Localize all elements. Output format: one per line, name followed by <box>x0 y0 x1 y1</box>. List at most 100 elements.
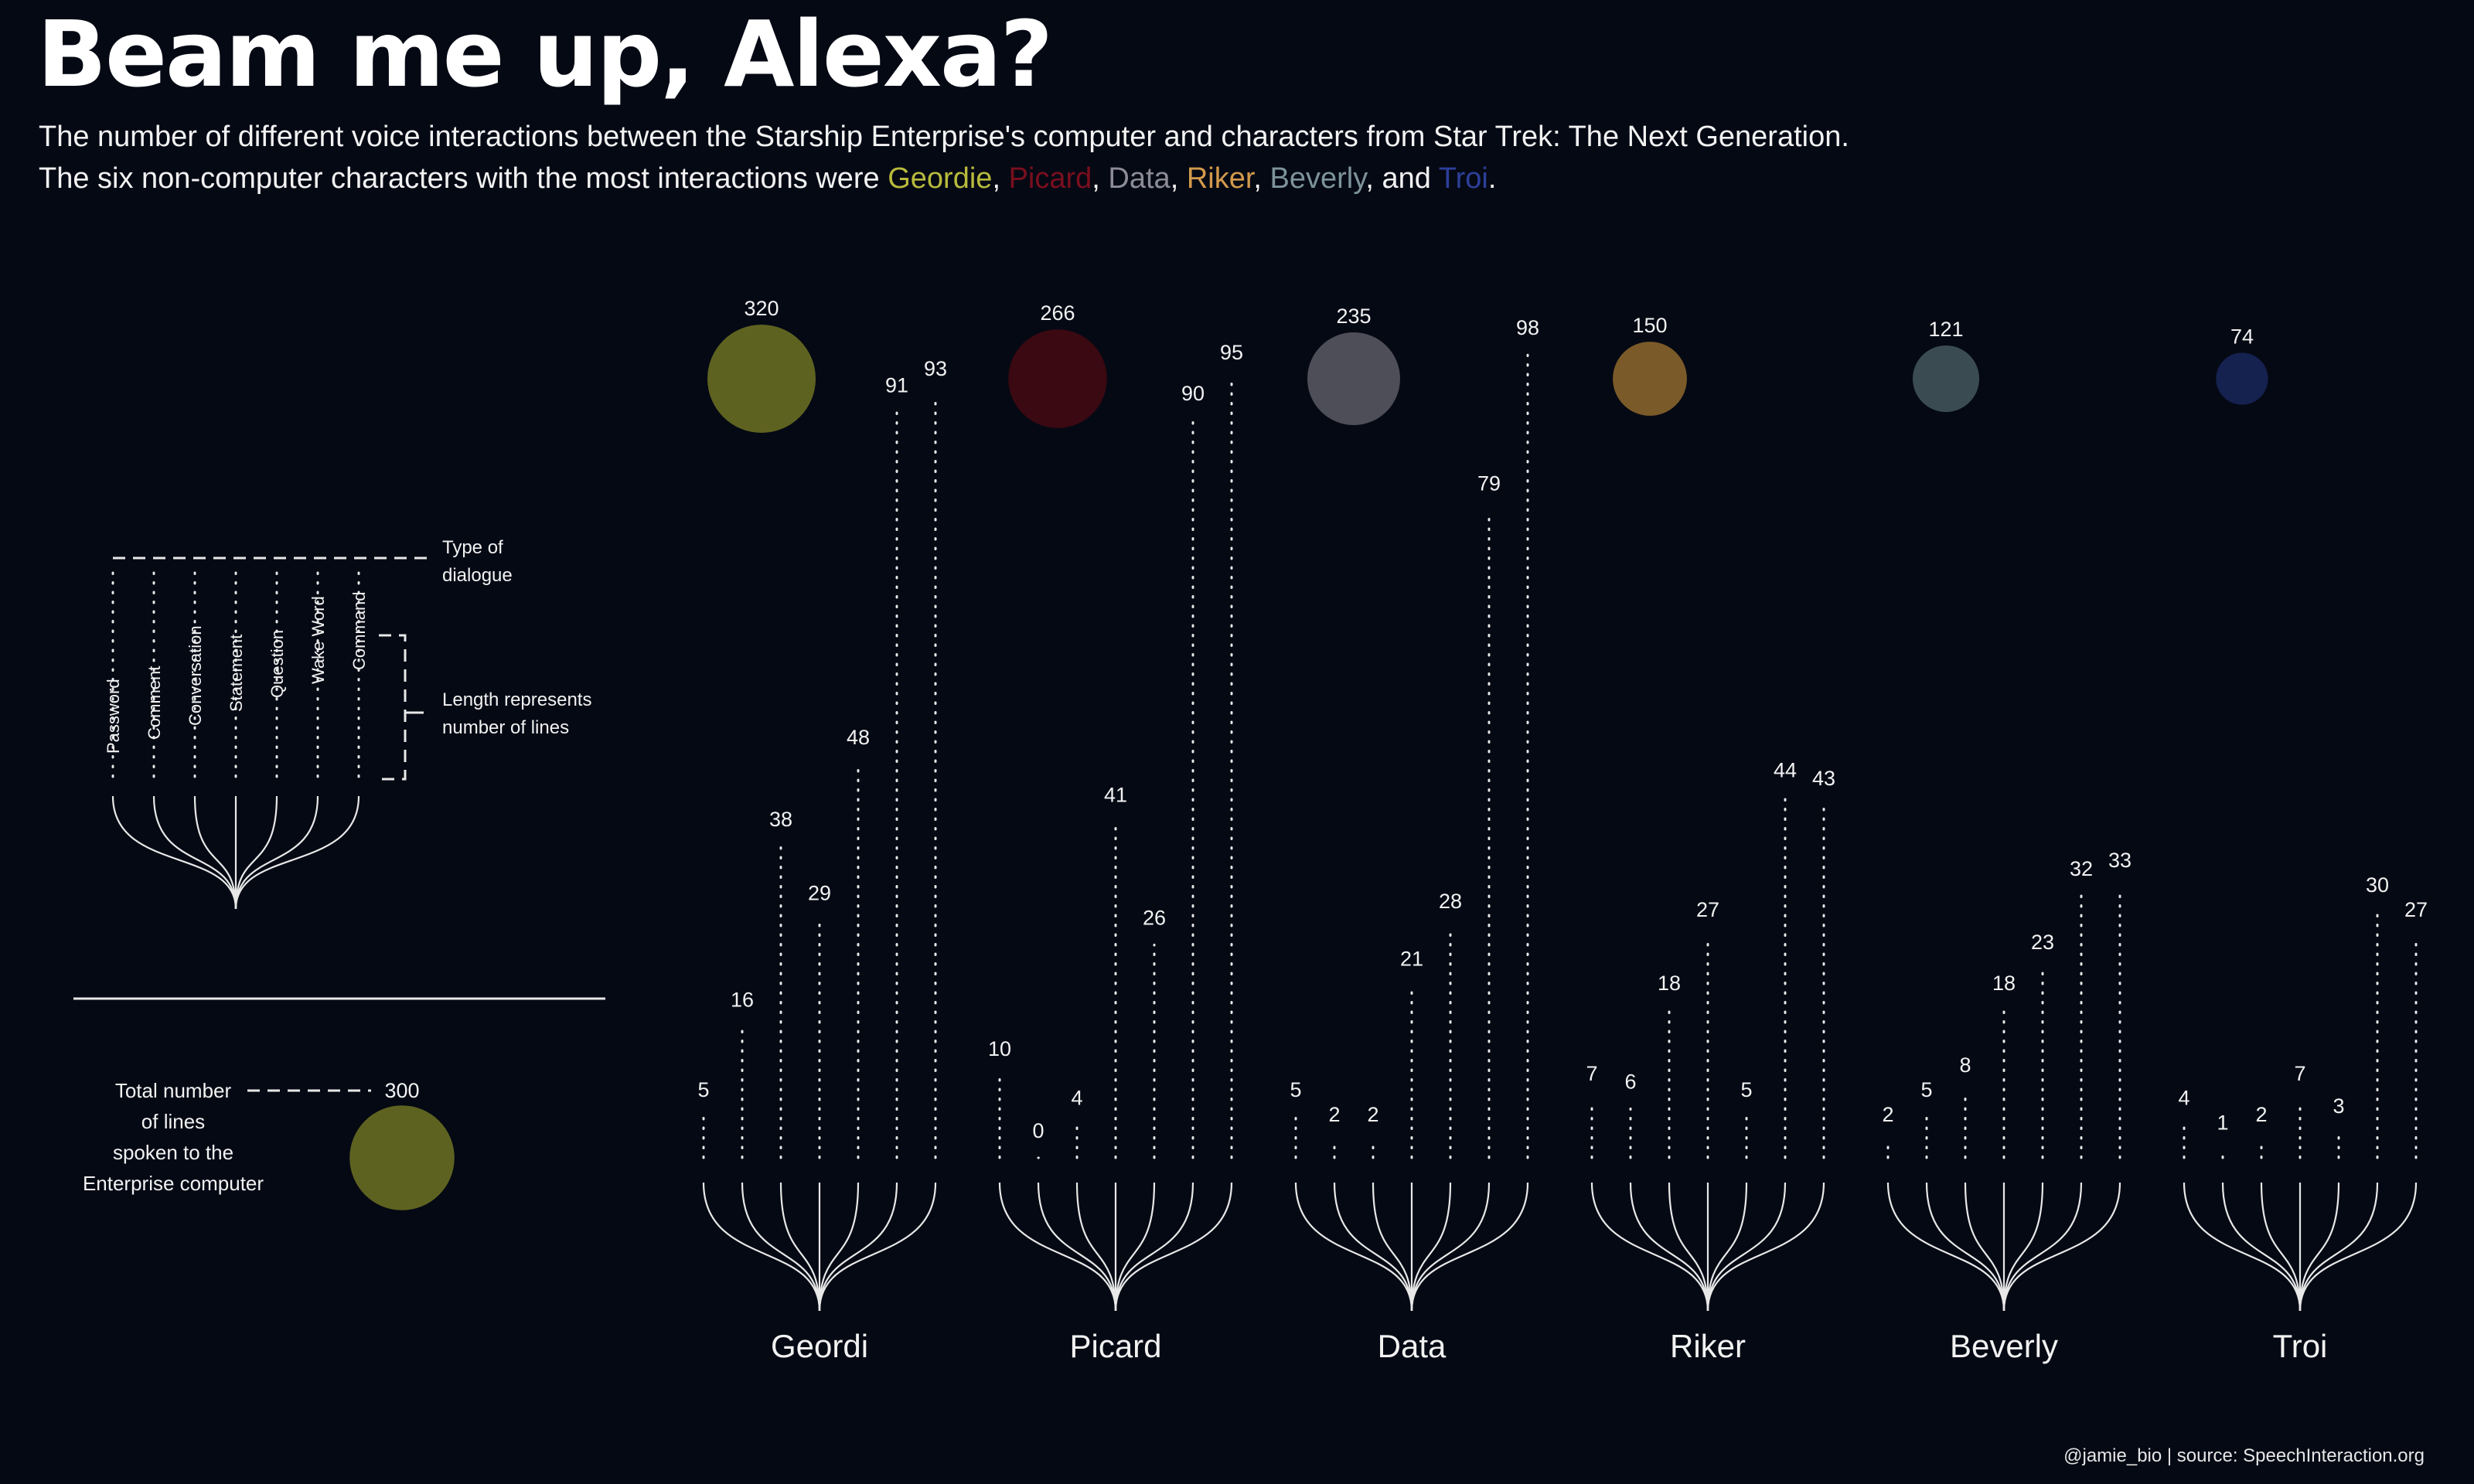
legend-type-name: Command <box>349 592 369 670</box>
subtitle-separator: , <box>1170 162 1187 195</box>
fan-curve-0 <box>702 1182 821 1312</box>
dialogue-value-label: 6 <box>1624 1070 1636 1093</box>
total-lines-bubble <box>1613 342 1687 416</box>
dialogue-value-label: 26 <box>1143 906 1166 929</box>
total-lines-bubble <box>1307 332 1400 425</box>
dialogue-value-label: 38 <box>769 808 792 831</box>
legend-fan-curve <box>234 795 360 910</box>
dialogue-value-label: 7 <box>2294 1062 2305 1085</box>
dialogue-value-label: 27 <box>2404 898 2428 921</box>
subtitle: The number of different voice interactio… <box>39 116 1849 199</box>
dialogue-value-label: 95 <box>1220 341 1243 364</box>
fan-curve-5 <box>2002 1182 2083 1312</box>
legend-fan-curve <box>234 795 278 910</box>
dialogue-value-label: 10 <box>988 1037 1011 1060</box>
subtitle-end: . <box>1487 162 1497 195</box>
legend-type-label: Type of <box>442 537 503 558</box>
fan-curve-4 <box>2299 1182 2340 1312</box>
dialogue-value-label: 5 <box>697 1078 709 1101</box>
total-lines-label: 266 <box>1040 301 1075 325</box>
total-lines-bubble <box>1912 345 1980 413</box>
legend-fan-curve <box>111 795 237 910</box>
dialogue-value-label: 2 <box>1882 1103 1893 1126</box>
legend-type-name: Question <box>268 630 287 698</box>
fan-curve-2 <box>1075 1182 1117 1312</box>
dialogue-value-label: 4 <box>1071 1087 1082 1110</box>
character-group-picard: 266 10 0 4 41 26 90 95 Picard <box>988 301 1243 1364</box>
dialogue-value-label: 3 <box>2333 1094 2344 1118</box>
fan-curve-4 <box>1114 1182 1156 1312</box>
legend-type-name: Wake Word <box>308 596 328 684</box>
fan-curve-1 <box>2221 1182 2302 1312</box>
subtitle-character-names: Geordie, Picard, Data, Riker, Beverly, a… <box>888 162 1488 195</box>
legend-type-name: Comment <box>145 666 164 740</box>
dialogue-value-label: 90 <box>1181 382 1205 405</box>
fan-curve-0 <box>2183 1182 2302 1312</box>
fan-curve-0 <box>998 1182 1117 1312</box>
fan-curve-6 <box>818 1182 937 1312</box>
dialogue-value-label: 30 <box>2366 873 2389 897</box>
subtitle-name-troi: Troi <box>1438 162 1488 195</box>
dialogue-value-label: 33 <box>2108 849 2132 872</box>
fan-curve-2 <box>1668 1182 1709 1312</box>
fan-curve-1 <box>1629 1182 1709 1312</box>
legend-type-name: Conversation <box>186 625 205 726</box>
dialogue-value-label: 48 <box>847 726 870 749</box>
total-lines-label: 150 <box>1632 314 1667 337</box>
dialogue-value-label: 44 <box>1774 759 1797 782</box>
total-lines-label: 320 <box>744 297 779 320</box>
dialogue-value-label: 28 <box>1439 890 1462 913</box>
fan-curve-1 <box>1333 1182 1413 1312</box>
fan-curve-1 <box>1925 1182 2005 1312</box>
page-title: Beam me up, Alexa? <box>37 1 1053 107</box>
fan-curve-5 <box>1706 1182 1787 1312</box>
fan-curve-2 <box>1372 1182 1413 1312</box>
dialogue-value-label: 2 <box>1367 1103 1378 1126</box>
dialogue-value-label: 29 <box>808 882 831 905</box>
dialogue-value-label: 16 <box>731 988 754 1011</box>
fan-curve-5 <box>818 1182 898 1312</box>
character-group-beverly: 121 2 5 8 18 23 32 33 Beverly <box>1882 318 2132 1364</box>
dialogue-value-label: 18 <box>1992 972 2016 995</box>
dialogue-value-label: 27 <box>1696 898 1719 921</box>
subtitle-name-data: Data <box>1108 162 1171 195</box>
chart-legend: Type of dialogue Password Comment Conversati… <box>73 537 605 1210</box>
dialogue-value-label: 5 <box>1740 1078 1752 1101</box>
dialogue-value-label: 7 <box>1586 1062 1597 1085</box>
character-name-label: Geordi <box>771 1328 868 1364</box>
legend-fan-curve <box>152 795 237 910</box>
fan-curve-6 <box>2002 1182 2121 1312</box>
dialogue-value-label: 41 <box>1104 783 1127 806</box>
dialogue-value-label: 1 <box>2217 1111 2228 1134</box>
fan-curve-0 <box>1886 1182 2005 1312</box>
fan-curve-0 <box>1294 1182 1413 1312</box>
subtitle-name-beverly: Beverly <box>1269 162 1366 195</box>
legend-total-label: of lines <box>141 1110 205 1133</box>
dialogue-value-label: 32 <box>2070 857 2093 880</box>
legend-fan-curve <box>193 795 237 910</box>
subtitle-line-2: The six non-computer characters with the… <box>39 158 1849 199</box>
fan-curve-4 <box>2002 1182 2044 1312</box>
total-lines-label: 121 <box>1928 318 1963 341</box>
subtitle-line-1: The number of different voice interactio… <box>39 121 1849 153</box>
legend-fan-curve <box>234 795 319 910</box>
dialogue-value-label: 21 <box>1400 947 1423 970</box>
fan-curve-4 <box>1410 1182 1452 1312</box>
fan-curve-1 <box>1037 1182 1117 1312</box>
dialogue-value-label: 18 <box>1658 972 1681 995</box>
fan-curve-5 <box>1114 1182 1194 1312</box>
subtitle-separator: , <box>992 162 1009 195</box>
fan-curve-0 <box>1590 1182 1709 1312</box>
fan-curve-2 <box>1964 1182 2005 1312</box>
subtitle-separator: , <box>1253 162 1270 195</box>
dialogue-value-label: 0 <box>1032 1119 1044 1142</box>
fan-curve-4 <box>818 1182 860 1312</box>
subtitle-name-geordie: Geordie <box>888 162 993 195</box>
character-name-label: Riker <box>1670 1328 1746 1364</box>
total-lines-bubble <box>2216 352 2268 405</box>
dialogue-value-label: 23 <box>2031 931 2054 954</box>
fan-curve-6 <box>1706 1182 1825 1312</box>
fan-curve-2 <box>779 1182 821 1312</box>
